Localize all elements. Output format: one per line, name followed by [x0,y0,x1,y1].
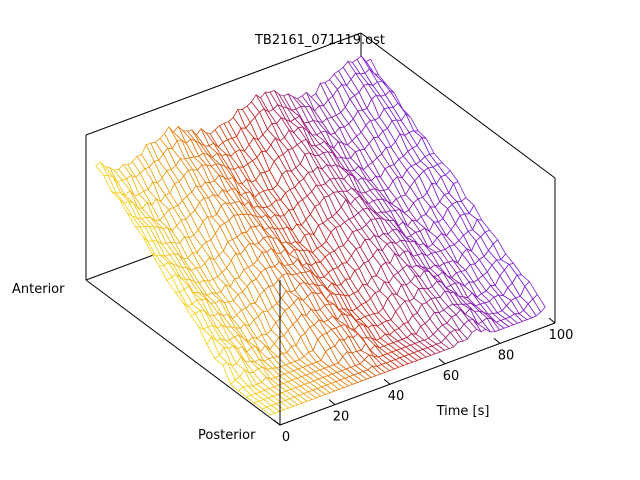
surface-mesh [95,55,546,416]
x-tick-mark [273,419,281,426]
mesh-cell [261,406,276,416]
y-axis-label-posterior: Posterior [198,428,256,443]
box-edge-time-axis [279,322,556,426]
x-tick-mark [438,358,446,365]
x-tick-label: 0 [282,430,290,445]
x-tick-label: 40 [388,389,405,404]
box-edge-top-right [360,32,556,179]
y-axis-label-anterior: Anterior [12,282,65,297]
x-tick-label: 80 [498,348,515,363]
x-axis-label: Time [s] [436,404,490,419]
box-edge-left-bottom [85,279,281,426]
x-axis-ticks: 0 20 40 60 80 100 [273,317,574,445]
x-tick-mark [493,338,501,344]
box-edge-top-back [85,32,362,136]
x-tick-label: 20 [333,410,350,425]
plot-box-front [85,279,556,426]
x-tick-mark [383,378,391,385]
x-tick-label: 100 [549,328,574,343]
chart-title: TB2161_071119.ost [254,33,385,48]
x-tick-mark [548,317,556,324]
x-tick-mark [328,399,336,405]
x-tick-label: 60 [443,369,460,384]
